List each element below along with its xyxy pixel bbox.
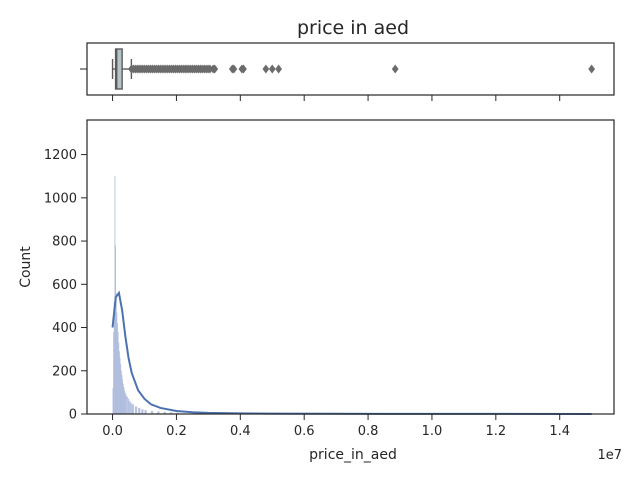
- histogram-bar: [113, 301, 115, 414]
- histogram-bar: [144, 410, 147, 414]
- y-tick-label: 200: [52, 364, 77, 379]
- histogram-bar: [163, 411, 166, 414]
- x-tick-label: 0.8: [358, 424, 379, 439]
- boxplot-outlier: [240, 64, 247, 74]
- x-tick-label: 0.4: [230, 424, 251, 439]
- y-tick-label: 1000: [44, 191, 77, 206]
- y-tick-label: 1200: [44, 148, 77, 163]
- histogram-bar: [112, 388, 114, 414]
- y-tick-label: 400: [52, 321, 77, 336]
- histogram-bar: [118, 351, 120, 414]
- histogram-bar: [170, 412, 173, 414]
- histogram-bar: [113, 331, 115, 414]
- histogram-bar: [116, 312, 118, 414]
- histogram-bar: [125, 394, 127, 414]
- histogram-bar: [134, 406, 138, 414]
- histogram-bar: [141, 409, 144, 414]
- y-axis-ticks: 0 200 400 600 800 1000 1200: [44, 148, 87, 423]
- boxplot-outlier: [391, 64, 399, 74]
- histogram-bar: [124, 392, 126, 414]
- histogram-bar: [118, 342, 120, 414]
- kde-line: [111, 290, 592, 415]
- histogram-bar: [122, 379, 124, 414]
- boxplot-box: [114, 48, 123, 90]
- histogram-frame: [86, 119, 615, 415]
- histogram-bar: [123, 386, 125, 414]
- x-tick-label: 0.6: [294, 424, 315, 439]
- histogram-bar: [124, 390, 125, 414]
- histogram-bar: [121, 375, 123, 414]
- histogram-bar: [115, 292, 117, 414]
- histogram-bar: [127, 398, 130, 414]
- histogram-bar: [115, 245, 117, 414]
- histogram-bar: [130, 402, 132, 414]
- histogram-bar: [150, 410, 154, 414]
- histogram-bar: [117, 323, 118, 414]
- x-scale-offset-label: 1e7: [597, 448, 622, 463]
- histogram-bar: [122, 383, 124, 414]
- x-axis-label: price_in_aed: [309, 447, 397, 463]
- histogram-bar: [120, 364, 122, 414]
- x-tick-label: 1.2: [485, 424, 506, 439]
- y-tick-label: 600: [52, 278, 77, 293]
- boxplot-outlier: [262, 64, 270, 74]
- histogram-bars: [112, 176, 590, 414]
- x-tick-label: 0.2: [166, 424, 187, 439]
- boxplot-outlier: [211, 64, 219, 74]
- histogram-bar: [117, 331, 119, 414]
- y-tick-label: 0: [69, 408, 77, 423]
- histogram-bar: [119, 357, 121, 414]
- x-tick-label: 1.4: [549, 424, 570, 439]
- histogram-bar: [176, 412, 179, 414]
- histogram-bar: [129, 401, 131, 414]
- histogram-bar: [126, 396, 128, 414]
- histogram-bar: [114, 176, 116, 414]
- y-tick-label: 800: [52, 235, 77, 250]
- boxplot-outlier: [588, 64, 596, 74]
- x-tick-label: 0.0: [102, 424, 123, 439]
- histogram-bar: [120, 370, 122, 414]
- histogram-axes: 0.0 0.2 0.4 0.6 0.8 1.0 1.2 1.4 0 200 400 600 800 10…: [44, 119, 615, 439]
- x-axis-ticks: 0.0 0.2 0.4 0.6 0.8 1.0 1.2 1.4: [102, 414, 570, 439]
- chart-title: price in aed: [297, 17, 409, 39]
- histogram-bar: [157, 411, 160, 414]
- y-axis-label: Count: [18, 246, 34, 288]
- histogram-bar: [131, 404, 134, 414]
- boxplot-x-ticks: [112, 95, 561, 101]
- boxplot-outlier: [230, 64, 238, 74]
- boxplot-content: [111, 48, 596, 90]
- boxplot-outlier: [275, 64, 283, 74]
- boxplot-outlier: [268, 64, 276, 74]
- histogram-bar: [138, 407, 141, 414]
- x-tick-label: 1.0: [422, 424, 443, 439]
- boxplot-axes: [80, 42, 615, 101]
